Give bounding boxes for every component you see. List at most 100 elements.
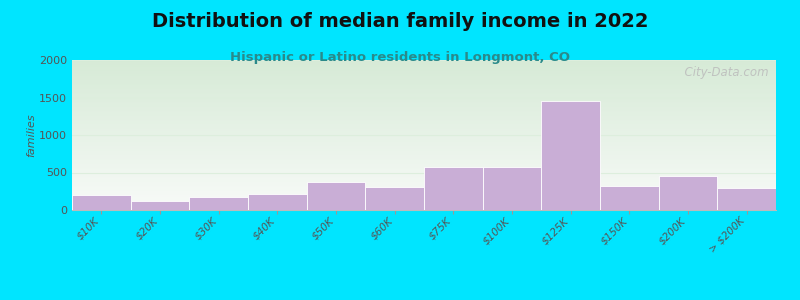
Bar <box>72 198 776 199</box>
Bar <box>72 104 776 105</box>
Bar <box>72 149 776 150</box>
Bar <box>72 184 776 185</box>
Bar <box>72 94 776 95</box>
Bar <box>72 115 776 116</box>
Bar <box>72 202 776 203</box>
Bar <box>72 160 776 161</box>
Bar <box>72 114 776 115</box>
Bar <box>72 100 776 101</box>
Bar <box>72 96 776 97</box>
Bar <box>72 186 776 187</box>
Bar <box>72 98 776 99</box>
Bar <box>72 182 776 183</box>
Bar <box>72 168 776 169</box>
Bar <box>72 121 776 122</box>
Bar <box>72 138 776 139</box>
Bar <box>72 161 776 162</box>
Bar <box>72 93 776 94</box>
Bar <box>72 70 776 71</box>
Bar <box>72 125 776 126</box>
Bar <box>72 177 776 178</box>
Bar <box>72 85 776 86</box>
Bar <box>72 165 776 166</box>
Bar <box>72 131 776 132</box>
Bar <box>72 86 776 87</box>
Bar <box>72 81 776 82</box>
Bar <box>72 106 776 107</box>
Bar <box>72 195 130 210</box>
Bar <box>72 116 776 117</box>
Bar <box>72 171 776 172</box>
Bar <box>72 169 776 170</box>
Bar <box>72 180 776 181</box>
Bar <box>72 80 776 81</box>
Bar <box>72 204 776 205</box>
Bar <box>72 82 776 83</box>
Bar <box>600 186 658 210</box>
Bar <box>72 112 776 113</box>
Bar <box>72 130 776 131</box>
Bar <box>72 208 776 209</box>
Bar <box>72 196 776 197</box>
Bar <box>72 178 776 179</box>
Bar <box>72 195 776 196</box>
Bar <box>72 117 776 118</box>
Bar <box>72 122 776 123</box>
Bar <box>72 105 776 106</box>
Bar <box>72 191 776 192</box>
Bar <box>72 148 776 149</box>
Bar <box>72 123 776 124</box>
Bar <box>72 88 776 89</box>
Bar <box>72 103 776 104</box>
Bar <box>190 197 248 210</box>
Bar <box>72 132 776 133</box>
Bar <box>72 78 776 79</box>
Bar <box>72 82 776 83</box>
Bar <box>718 188 776 210</box>
Bar <box>72 87 776 88</box>
Bar <box>72 74 776 75</box>
Bar <box>72 153 776 154</box>
Bar <box>72 157 776 158</box>
Bar <box>72 60 776 61</box>
Bar <box>72 151 776 152</box>
Bar <box>424 167 482 210</box>
Bar <box>72 69 776 70</box>
Bar <box>72 85 776 86</box>
Bar <box>72 68 776 69</box>
Bar <box>542 101 600 210</box>
Bar <box>72 160 776 161</box>
Bar <box>72 126 776 127</box>
Bar <box>72 185 776 186</box>
Bar <box>72 75 776 76</box>
Bar <box>72 137 776 138</box>
Bar <box>72 129 776 130</box>
Bar <box>72 166 776 167</box>
Bar <box>72 97 776 98</box>
Bar <box>72 101 776 102</box>
Bar <box>72 62 776 63</box>
Bar <box>72 152 776 153</box>
Bar <box>130 201 190 210</box>
Bar <box>72 134 776 135</box>
Bar <box>72 167 776 168</box>
Bar <box>72 173 776 174</box>
Text: City-Data.com: City-Data.com <box>678 66 769 79</box>
Bar <box>72 200 776 201</box>
Bar <box>72 170 776 171</box>
Bar <box>72 102 776 103</box>
Bar <box>72 118 776 119</box>
Bar <box>72 73 776 74</box>
Bar <box>72 141 776 142</box>
Bar <box>72 135 776 136</box>
Bar <box>72 189 776 190</box>
Bar <box>72 142 776 143</box>
Bar <box>482 167 542 210</box>
Text: Distribution of median family income in 2022: Distribution of median family income in … <box>152 12 648 31</box>
Bar <box>72 109 776 110</box>
Bar <box>72 162 776 163</box>
Bar <box>72 197 776 198</box>
Bar <box>72 175 776 176</box>
Bar <box>72 154 776 155</box>
Bar <box>72 206 776 207</box>
